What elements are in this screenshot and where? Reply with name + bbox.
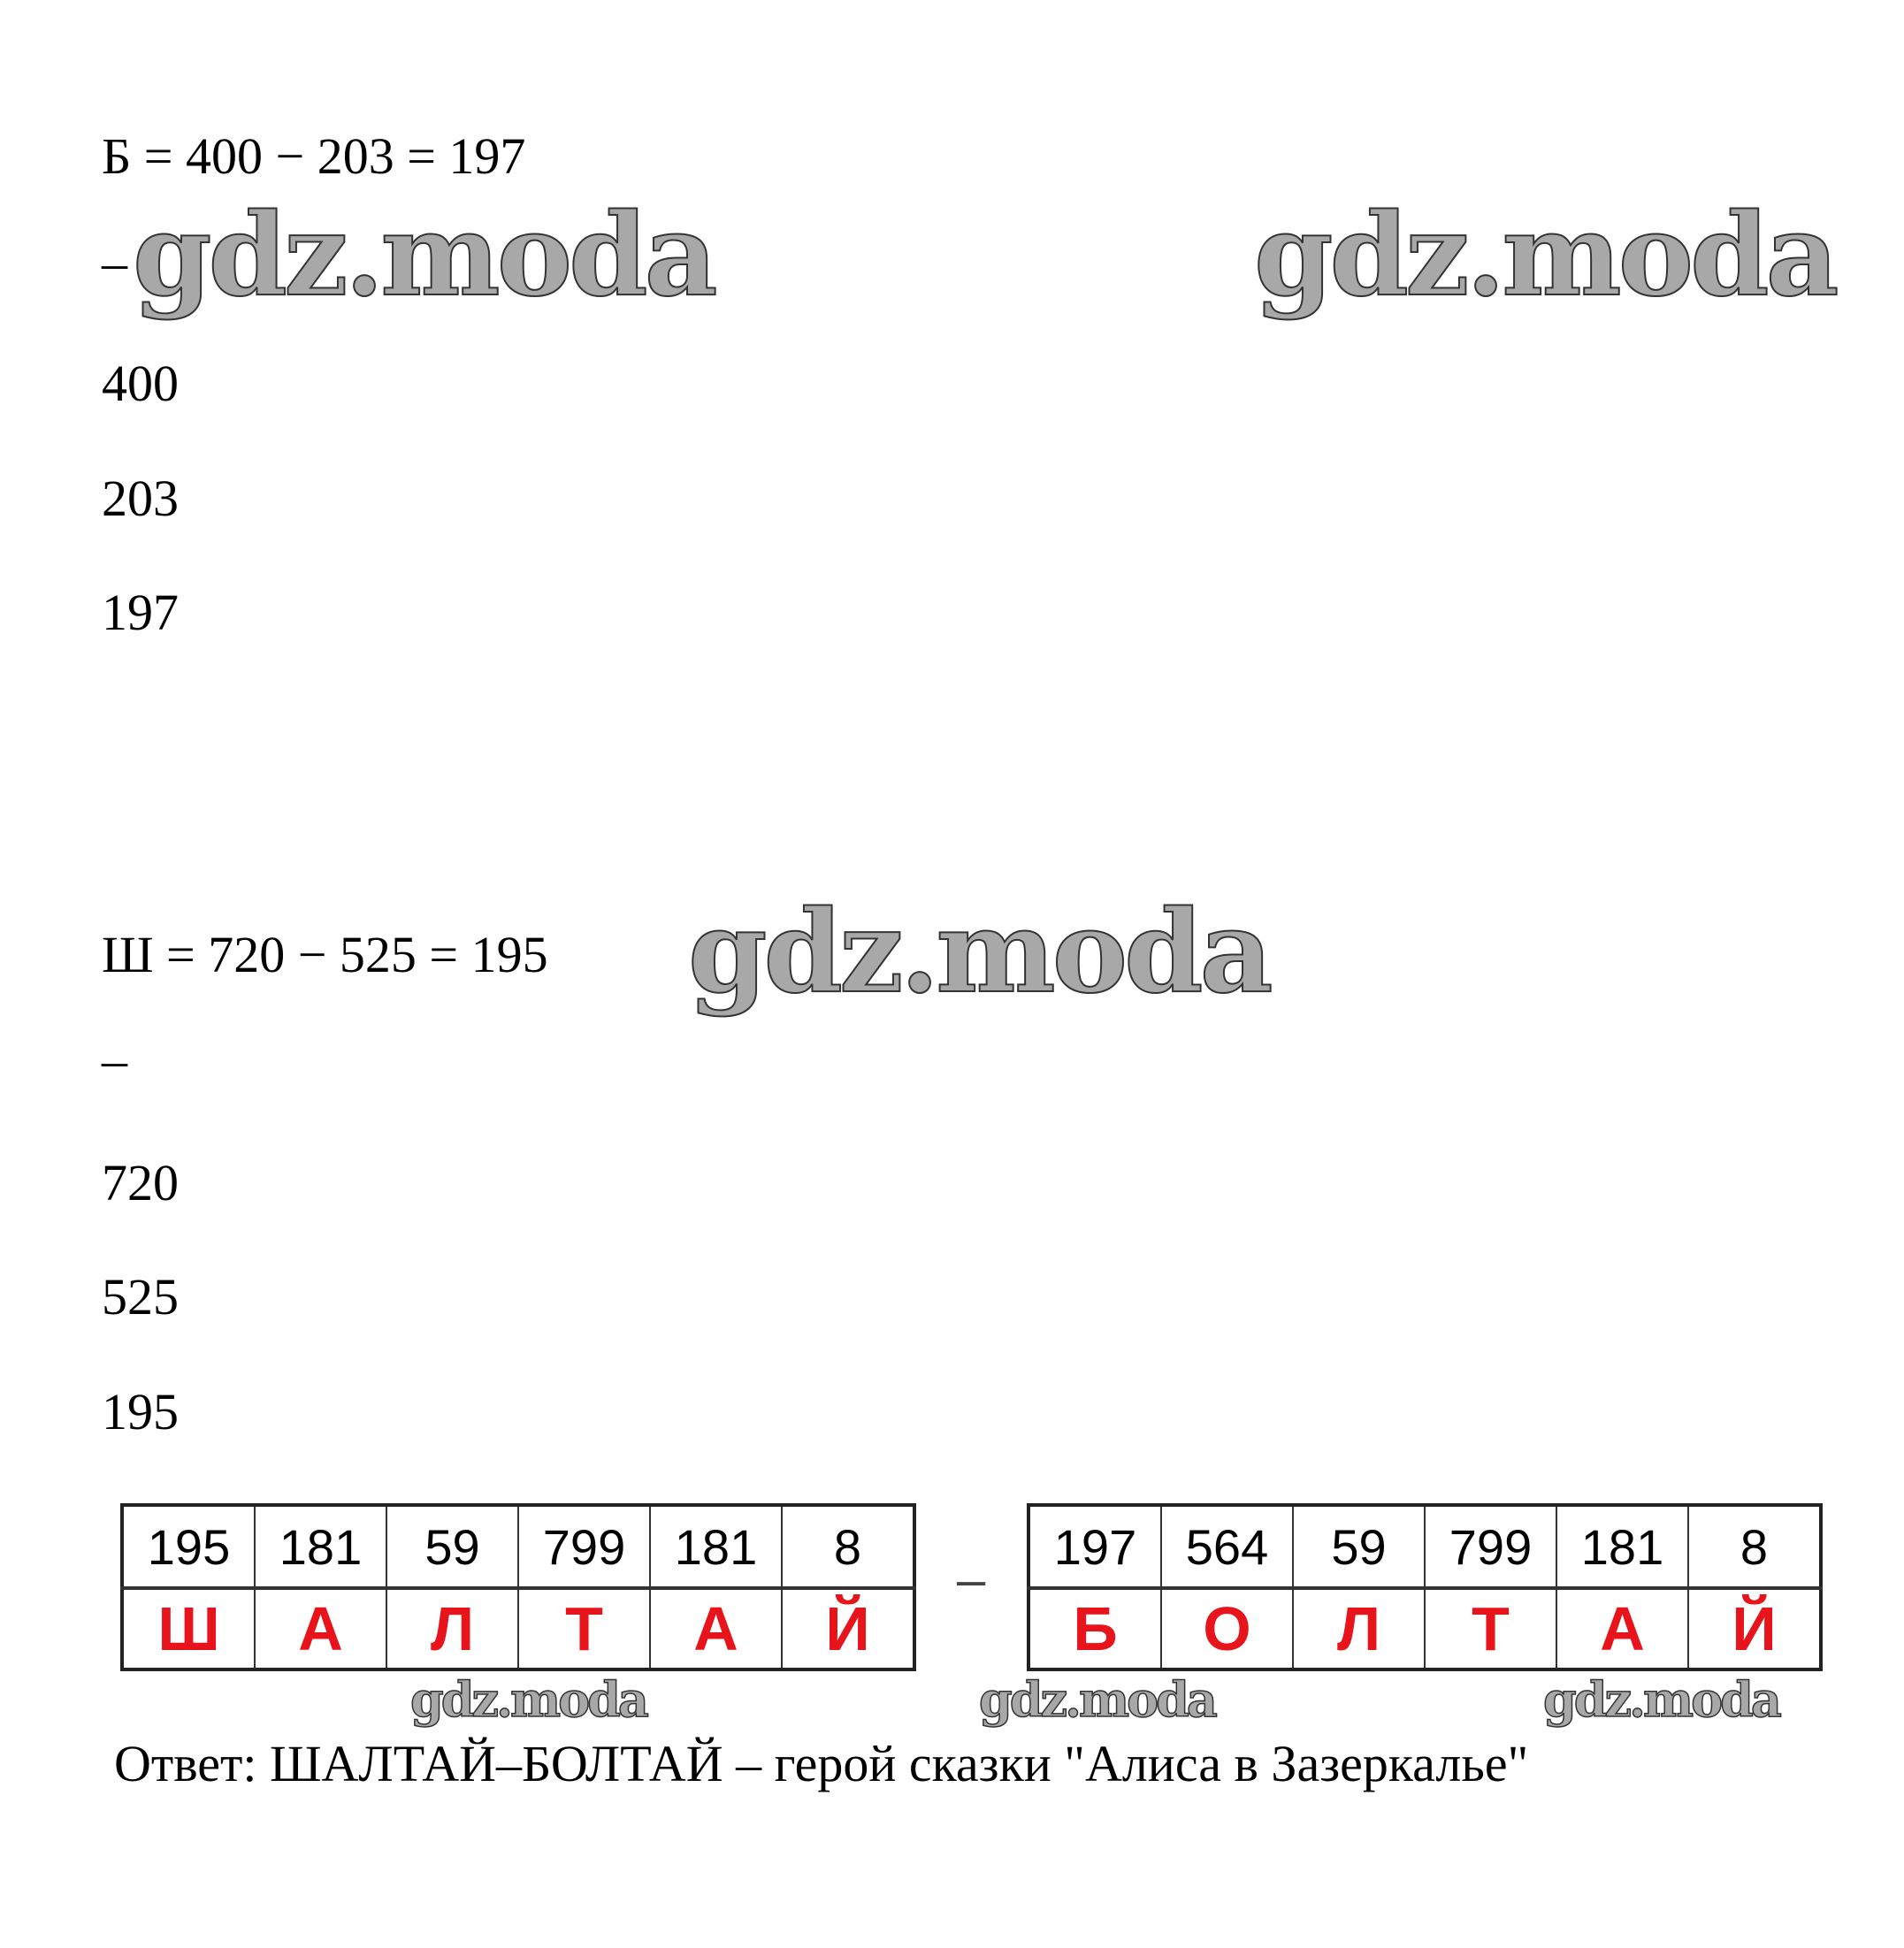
- number-cell: 195: [121, 1504, 256, 1590]
- number-cell: 181: [649, 1504, 783, 1590]
- number-cell: 564: [1160, 1504, 1294, 1590]
- watermark: gdz.moda: [132, 189, 718, 322]
- column-value: 195: [102, 1383, 179, 1440]
- number-cell: 59: [386, 1504, 519, 1590]
- watermark: gdz.moda: [687, 886, 1273, 1019]
- table-separator: –: [957, 1551, 986, 1608]
- letter-cell: Т: [1424, 1587, 1557, 1670]
- letter-cell: А: [649, 1587, 783, 1670]
- watermark: gdz.moda: [1253, 189, 1839, 322]
- letter-cell: Ш: [121, 1587, 256, 1670]
- letter-cell: Й: [1687, 1587, 1822, 1670]
- letter-cell: Л: [1292, 1587, 1426, 1670]
- number-cell: 799: [517, 1504, 651, 1590]
- letter-cell: Й: [781, 1587, 915, 1670]
- equation-sh: Ш = 720 − 525 = 195: [102, 926, 548, 983]
- column-value: 400: [102, 355, 179, 412]
- column-value: 525: [102, 1268, 179, 1325]
- number-cell: 59: [1292, 1504, 1426, 1590]
- letter-cell: О: [1160, 1587, 1294, 1670]
- letter-cell: Т: [517, 1587, 651, 1670]
- watermark: gdz.moda: [1542, 1671, 1782, 1728]
- column-value: 720: [102, 1154, 179, 1211]
- number-cell: 181: [1556, 1504, 1689, 1590]
- code-table-left: 195 181 59 799 181 8 Ш А Л Т А Й: [120, 1503, 916, 1671]
- minus-sign: –: [102, 1031, 127, 1089]
- code-table-right: 197 564 59 799 181 8 Б О Л Т А Й: [1027, 1503, 1823, 1671]
- watermark: gdz.moda: [978, 1671, 1218, 1728]
- answer-text: Ответ: ШАЛТАЙ–БОЛТАЙ – герой сказки "Али…: [114, 1735, 1529, 1792]
- number-cell: 197: [1028, 1504, 1162, 1590]
- letter-cell: А: [1556, 1587, 1689, 1670]
- watermark: gdz.moda: [409, 1671, 649, 1728]
- number-cell: 8: [1687, 1504, 1822, 1590]
- letter-cell: Б: [1028, 1587, 1162, 1670]
- minus-sign: –: [102, 233, 127, 291]
- column-value: 203: [102, 470, 179, 527]
- letter-cell: Л: [386, 1587, 519, 1670]
- equation-b: Б = 400 − 203 = 197: [102, 127, 526, 185]
- column-value: 197: [102, 584, 179, 641]
- number-cell: 181: [254, 1504, 387, 1590]
- letter-cell: А: [254, 1587, 387, 1670]
- number-cell: 8: [781, 1504, 915, 1590]
- number-cell: 799: [1424, 1504, 1557, 1590]
